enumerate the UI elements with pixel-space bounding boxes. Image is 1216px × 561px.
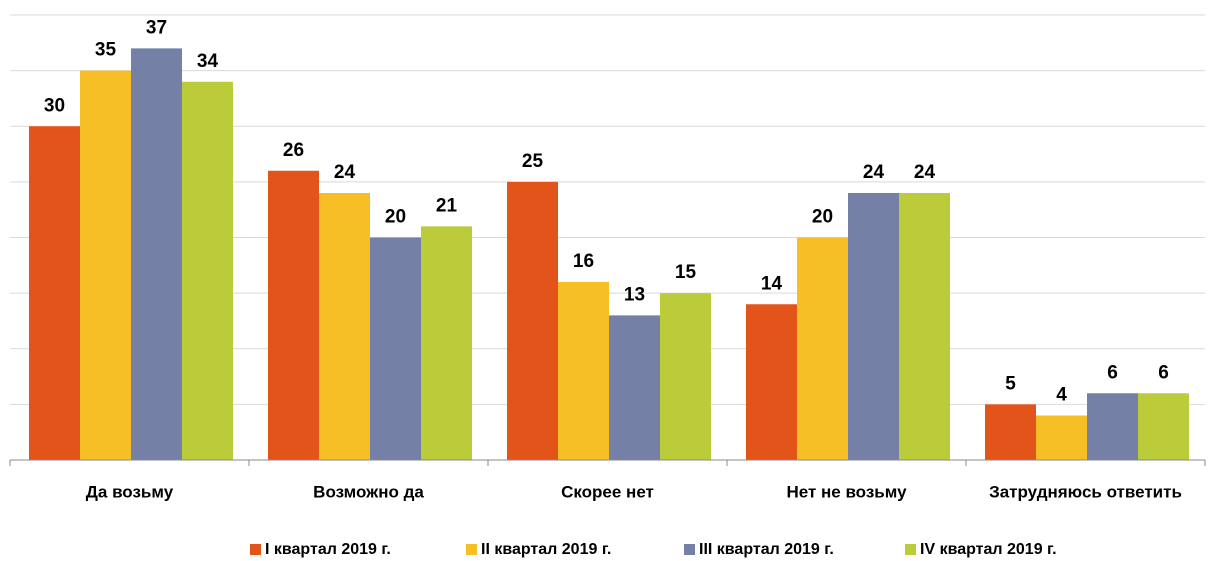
legend-swatch	[250, 544, 261, 555]
value-label: 21	[436, 195, 458, 216]
value-label: 20	[385, 207, 406, 228]
bar	[609, 315, 660, 460]
value-label: 35	[95, 40, 117, 61]
value-label: 4	[1056, 385, 1067, 406]
value-label: 14	[761, 273, 783, 294]
bar	[1138, 393, 1189, 460]
bar	[1087, 393, 1138, 460]
bar	[558, 282, 609, 460]
bar	[268, 170, 319, 460]
value-label: 5	[1005, 373, 1016, 394]
bar	[507, 181, 558, 460]
bar	[80, 70, 131, 460]
legend-swatch	[466, 544, 477, 555]
legend-label: I квартал 2019 г.	[265, 541, 391, 558]
bar	[29, 126, 80, 460]
x-tick-label: Затрудняюсь ответить	[989, 482, 1182, 501]
value-label: 30	[44, 95, 65, 116]
bar	[797, 237, 848, 460]
bar	[421, 226, 472, 460]
bar	[746, 304, 797, 460]
x-tick-label: Нет не возьму	[786, 482, 907, 501]
value-label: 15	[675, 262, 697, 283]
legend-swatch	[684, 544, 695, 555]
value-label: 20	[812, 207, 833, 228]
value-label: 13	[624, 284, 645, 305]
legend-label: III квартал 2019 г.	[699, 541, 834, 558]
x-tick-label: Возможно да	[313, 482, 424, 501]
bar	[182, 81, 233, 460]
value-label: 37	[146, 17, 167, 38]
legend-label: IV квартал 2019 г.	[920, 541, 1057, 558]
value-label: 26	[283, 140, 304, 161]
bar	[319, 193, 370, 460]
legend-swatch	[905, 544, 916, 555]
value-label: 24	[914, 162, 936, 183]
value-label: 24	[863, 162, 885, 183]
legend-label: II квартал 2019 г.	[481, 541, 611, 558]
bar	[660, 293, 711, 460]
value-label: 6	[1107, 362, 1118, 383]
bar	[131, 48, 182, 460]
value-label: 16	[573, 251, 594, 272]
value-label: 34	[197, 51, 219, 72]
bar	[370, 237, 421, 460]
bar	[985, 404, 1036, 460]
bar	[1036, 415, 1087, 460]
bar	[848, 193, 899, 460]
bar	[899, 193, 950, 460]
value-label: 6	[1158, 362, 1169, 383]
x-tick-label: Скорее нет	[561, 482, 654, 501]
value-label: 24	[334, 162, 356, 183]
value-label: 25	[522, 151, 544, 172]
x-tick-label: Да возьму	[86, 482, 174, 501]
